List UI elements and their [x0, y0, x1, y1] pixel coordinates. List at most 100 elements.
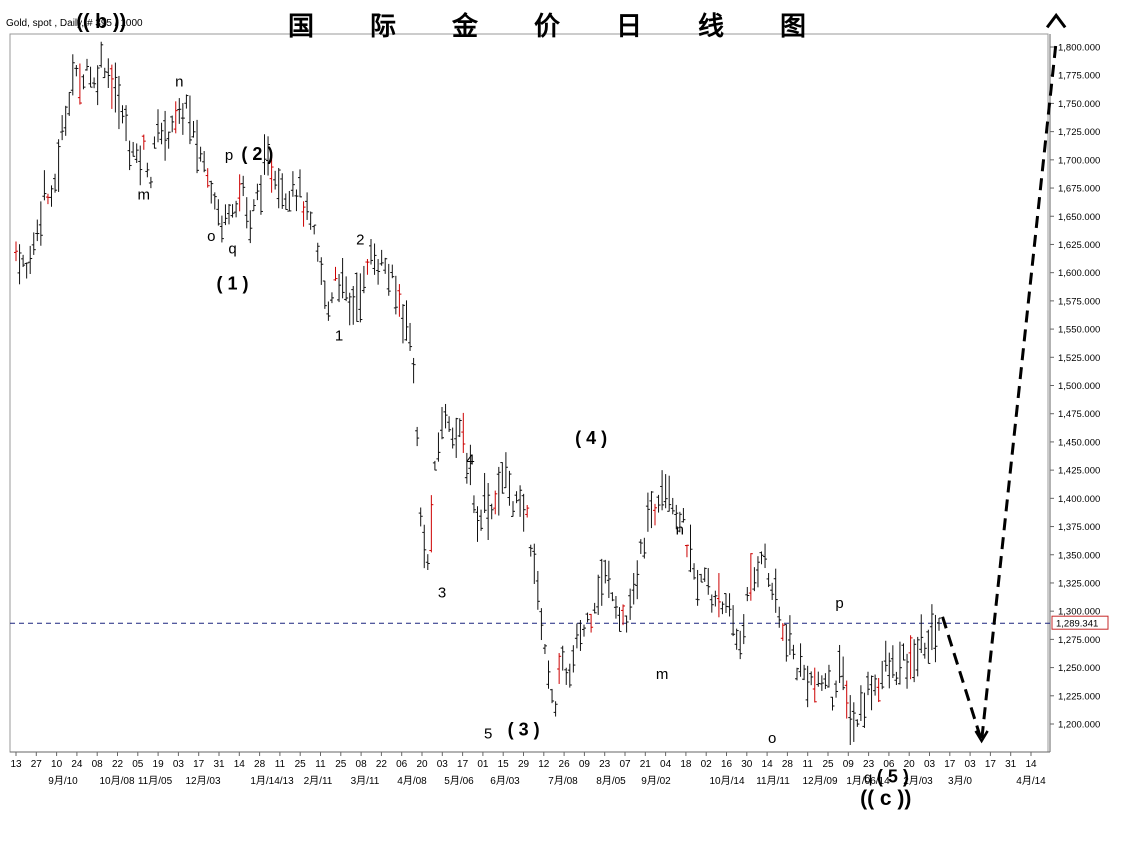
x-day-label: 03 — [965, 759, 977, 770]
x-month-label: 11月/11 — [756, 775, 790, 787]
projection-down-arrowhead — [974, 730, 989, 744]
x-day-label: 06 — [883, 759, 895, 770]
wave-label: ( 3 ) — [508, 719, 540, 739]
x-day-label: 23 — [863, 759, 875, 770]
x-day-label: 24 — [71, 759, 83, 770]
current-price-box — [1051, 615, 1109, 630]
x-day-label: 02 — [701, 759, 713, 770]
wave-label: 3 — [438, 585, 446, 602]
x-month-label: 11月/05 — [138, 775, 173, 787]
y-tick-label: 1,425.000 — [1058, 466, 1100, 477]
x-day-label: 03 — [437, 759, 449, 770]
wave-label: (( b )) — [76, 11, 126, 33]
wave-label: q — [864, 770, 872, 787]
x-day-label: 10 — [51, 759, 63, 770]
x-day-label: 20 — [904, 759, 916, 770]
x-day-label: 31 — [213, 759, 225, 770]
x-day-label: 19 — [153, 759, 165, 770]
x-day-label: 25 — [335, 759, 347, 770]
current-price-label: 1,289.341 — [1056, 619, 1098, 630]
x-day-label: 28 — [782, 759, 794, 770]
y-tick-label: 1,500.000 — [1058, 381, 1100, 392]
x-day-label: 15 — [498, 759, 510, 770]
x-month-label: 3月/0 — [948, 775, 972, 787]
x-day-label: 16 — [721, 759, 733, 770]
wave-label: p — [225, 147, 233, 164]
x-day-label: 25 — [295, 759, 307, 770]
y-tick-label: 1,600.000 — [1058, 268, 1100, 279]
x-day-label: 14 — [1025, 759, 1037, 770]
wave-label: m — [656, 666, 669, 683]
y-tick-label: 1,300.000 — [1058, 607, 1100, 618]
x-day-label: 05 — [132, 759, 144, 770]
wave-label: (( c )) — [860, 787, 911, 810]
wave-label: p — [835, 595, 843, 612]
wave-label: n — [175, 73, 183, 90]
y-tick-label: 1,250.000 — [1058, 663, 1100, 674]
x-day-label: 23 — [599, 759, 611, 770]
x-month-label: 4月/14 — [1016, 775, 1046, 787]
x-day-label: 14 — [234, 759, 246, 770]
x-month-label: 4月/08 — [397, 775, 427, 787]
x-day-label: 11 — [803, 759, 814, 770]
wave-label: 4 — [466, 451, 474, 468]
wave-label: ( 1 ) — [217, 274, 249, 294]
y-tick-label: 1,325.000 — [1058, 578, 1100, 589]
wave-label: ( 5 ) — [877, 767, 909, 787]
x-month-label: 3月/11 — [351, 775, 380, 787]
x-day-label: 13 — [10, 759, 22, 770]
x-day-label: 08 — [92, 759, 104, 770]
y-tick-label: 1,275.000 — [1058, 635, 1100, 646]
projection-arrowhead — [1045, 12, 1067, 29]
x-day-label: 03 — [924, 759, 936, 770]
x-day-label: 17 — [193, 759, 205, 770]
y-tick-label: 1,750.000 — [1058, 99, 1100, 110]
wave-label: q — [228, 240, 236, 257]
x-day-label: 03 — [173, 759, 185, 770]
x-day-label: 07 — [619, 759, 631, 770]
y-tick-label: 1,350.000 — [1058, 550, 1100, 561]
x-day-label: 30 — [741, 759, 753, 770]
x-day-label: 29 — [518, 759, 530, 770]
y-tick-label: 1,675.000 — [1058, 184, 1100, 195]
x-month-label: 12月/09 — [802, 775, 837, 787]
x-month-label: 9月/02 — [641, 775, 671, 787]
wave-label: 2 — [356, 231, 364, 248]
x-day-label: 09 — [843, 759, 855, 770]
x-month-label: 5月/06 — [444, 775, 474, 787]
wave-label: o — [768, 730, 776, 747]
projection-path — [941, 41, 1058, 742]
x-day-label: 25 — [822, 759, 834, 770]
wave-label: 1 — [335, 327, 343, 344]
chart-title: 国际金价日线图 — [288, 12, 863, 42]
y-tick-label: 1,475.000 — [1058, 409, 1100, 420]
y-tick-label: 1,450.000 — [1058, 437, 1100, 448]
wave-label: 5 — [484, 726, 492, 743]
wave-label: ( 4 ) — [575, 428, 607, 448]
x-month-label: 7月/08 — [548, 775, 578, 787]
chart-info-label: Gold, spot , Daily, # 395 / 1000 — [6, 18, 143, 29]
y-tick-label: 1,550.000 — [1058, 325, 1100, 336]
y-tick-label: 1,775.000 — [1058, 71, 1100, 82]
x-month-label: 2月/03 — [903, 775, 933, 787]
x-day-label: 09 — [579, 759, 591, 770]
x-month-label: 12月/03 — [185, 775, 220, 787]
x-month-label: 6月/03 — [490, 775, 520, 787]
y-tick-label: 1,200.000 — [1058, 720, 1100, 731]
x-day-label: 22 — [112, 759, 124, 770]
x-day-label: 22 — [376, 759, 388, 770]
x-day-label: 31 — [1005, 759, 1017, 770]
plot-area — [9, 33, 1049, 753]
x-day-label: 04 — [660, 759, 672, 770]
x-day-label: 17 — [457, 759, 469, 770]
x-day-label: 11 — [275, 759, 286, 770]
x-day-label: 08 — [356, 759, 368, 770]
y-tick-label: 1,650.000 — [1058, 212, 1100, 223]
x-month-label: 10月/08 — [99, 775, 134, 787]
x-month-label: 2月/11 — [304, 775, 333, 787]
x-day-label: 27 — [31, 759, 43, 770]
x-day-label: 20 — [416, 759, 428, 770]
x-day-label: 06 — [396, 759, 408, 770]
x-month-label: 8月/05 — [596, 775, 626, 787]
